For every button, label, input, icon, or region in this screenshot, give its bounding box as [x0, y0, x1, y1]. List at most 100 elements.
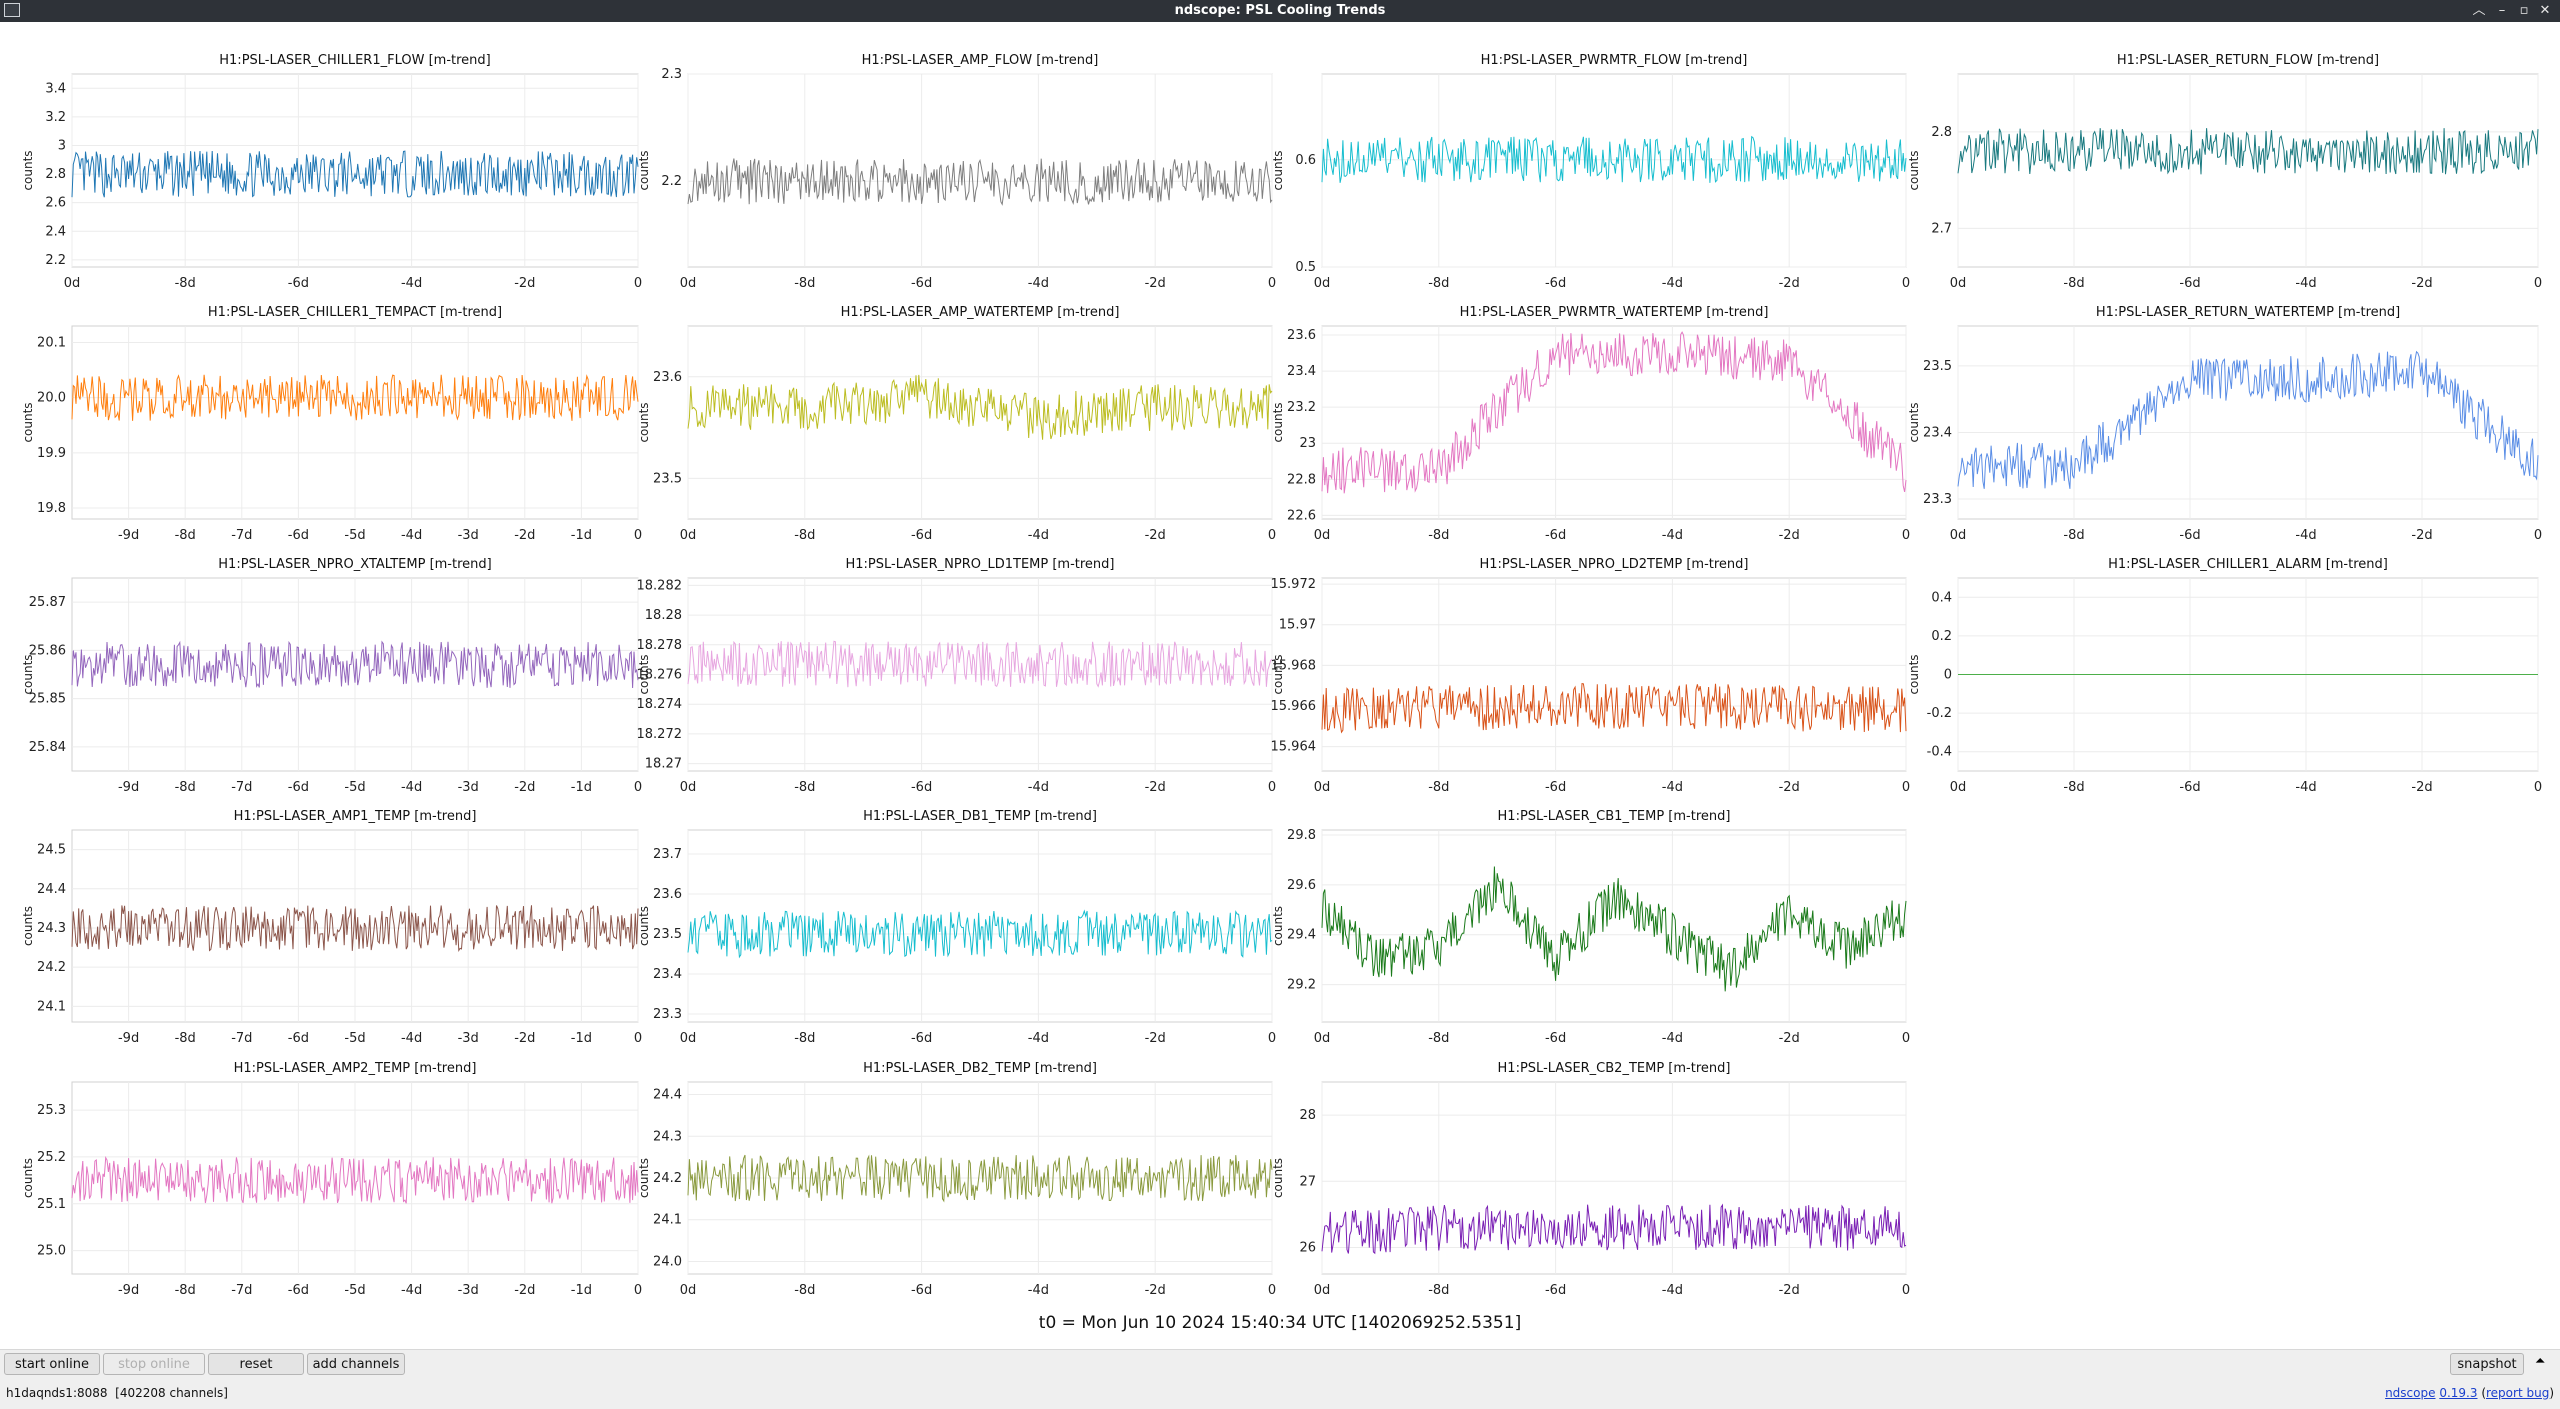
- x-tick-label: 0: [1902, 276, 1910, 291]
- x-tick-label: 0d: [1950, 276, 1967, 291]
- x-tick-label: 0: [1268, 276, 1276, 291]
- start-online-button[interactable]: start online: [4, 1353, 100, 1375]
- plot-panel[interactable]: H1:PSL-LASER_DB1_TEMP [m-trend] 23.7 23.6 2…: [637, 809, 1276, 1046]
- plot-panel[interactable]: H1:PSL-LASER_RETURN_FLOW [m-trend] 2.8 2.7…: [1907, 53, 2542, 291]
- plot-panel[interactable]: H1:PSL-LASER_AMP2_TEMP [m-trend] 25.3 25.2…: [21, 1061, 642, 1298]
- x-tick-label: 0d: [680, 528, 697, 543]
- plot-title: H1:PSL-LASER_RETURN_FLOW [m-trend]: [2117, 53, 2379, 68]
- plot-area[interactable]: [1321, 1081, 1907, 1275]
- y-axis-label: counts: [1907, 402, 1921, 442]
- plot-panel[interactable]: H1:PSL-LASER_CB1_TEMP [m-trend] 29.8 29.6 2…: [1271, 809, 1910, 1046]
- x-tick-label: -4d: [1028, 1283, 1049, 1298]
- x-tick-label: -4d: [1662, 276, 1683, 291]
- x-tick-label: -5d: [344, 1031, 365, 1046]
- x-tick-label: -2d: [1779, 528, 1800, 543]
- y-tick-label: 0.2: [1931, 629, 1952, 644]
- x-tick-label: -1d: [571, 780, 592, 795]
- x-tick-label: -6d: [1545, 780, 1566, 795]
- x-tick-label: -2d: [1779, 276, 1800, 291]
- plot-panel[interactable]: H1:PSL-LASER_PWRMTR_FLOW [m-trend] 0.6 0.5…: [1271, 53, 1910, 291]
- x-tick-label: -9d: [118, 1031, 139, 1046]
- y-axis-label: counts: [637, 654, 651, 694]
- x-tick-label: -6d: [1545, 1283, 1566, 1298]
- x-tick-label: 0d: [1314, 528, 1331, 543]
- x-tick-label: 0: [1902, 528, 1910, 543]
- series-line: [1321, 683, 1907, 734]
- x-tick-label: -6d: [1545, 276, 1566, 291]
- series-line: [687, 158, 1273, 206]
- y-tick-label: 2.7: [1931, 221, 1952, 236]
- x-tick-label: -6d: [2179, 528, 2200, 543]
- x-tick-label: -6d: [911, 1031, 932, 1046]
- x-tick-label: -2d: [1779, 1031, 1800, 1046]
- maximize-icon[interactable]: ▫: [2519, 3, 2529, 18]
- collapse-arrow-icon[interactable]: ⏶: [2535, 1354, 2546, 1369]
- server-address: h1daqnds1:8088: [6, 1386, 108, 1400]
- plot-panel[interactable]: H1:PSL-LASER_CHILLER1_FLOW [m-trend] 3.4 3…: [21, 53, 642, 291]
- keep-above-icon[interactable]: ︿: [2472, 3, 2486, 18]
- plot-area[interactable]: [1321, 829, 1907, 1023]
- x-tick-label: -2d: [514, 1283, 535, 1298]
- x-tick-label: 0d: [1314, 780, 1331, 795]
- x-tick-label: 0d: [1314, 1031, 1331, 1046]
- plot-panel[interactable]: H1:PSL-LASER_CHILLER1_TEMPACT [m-trend] 2…: [21, 305, 642, 543]
- reset-button[interactable]: reset: [208, 1353, 304, 1375]
- y-axis-label: counts: [637, 906, 651, 946]
- stop-online-button[interactable]: stop online: [103, 1353, 205, 1375]
- plot-title: H1:PSL-LASER_CB2_TEMP [m-trend]: [1498, 1061, 1731, 1076]
- plot-panel[interactable]: H1:PSL-LASER_CB2_TEMP [m-trend] 28 27 26 0d -…: [1271, 1061, 1910, 1298]
- app-name-link[interactable]: ndscope: [2385, 1386, 2436, 1400]
- plot-area[interactable]: [687, 829, 1273, 1023]
- x-tick-label: 0: [1268, 528, 1276, 543]
- minimize-icon[interactable]: –: [2498, 3, 2506, 18]
- plot-area[interactable]: [687, 73, 1273, 268]
- plot-area[interactable]: [687, 325, 1273, 520]
- plot-panel[interactable]: H1:PSL-LASER_PWRMTR_WATERTEMP [m-trend] 2…: [1271, 305, 1910, 543]
- plot-panel[interactable]: H1:PSL-LASER_AMP_WATERTEMP [m-trend] 23.6…: [637, 305, 1276, 543]
- close-icon[interactable]: ✕: [2539, 3, 2551, 18]
- plot-grid[interactable]: H1:PSL-LASER_CHILLER1_FLOW [m-trend] 3.4 3…: [0, 22, 2560, 1312]
- y-tick-label: 25.87: [29, 595, 66, 610]
- x-tick-label: -2d: [1779, 780, 1800, 795]
- plot-area[interactable]: [1957, 73, 2539, 268]
- plot-area[interactable]: [1321, 577, 1907, 772]
- y-tick-label: 25.85: [29, 692, 66, 707]
- plot-panel[interactable]: H1:PSL-LASER_DB2_TEMP [m-trend] 24.4 24.3 2…: [637, 1061, 1276, 1298]
- plot-panel[interactable]: H1:PSL-LASER_NPRO_LD2TEMP [m-trend] 15.97…: [1271, 557, 1911, 795]
- x-tick-label: -6d: [288, 780, 309, 795]
- y-tick-label: 0.6: [1295, 153, 1316, 168]
- plot-area[interactable]: [1321, 325, 1907, 520]
- y-axis-label: counts: [1271, 654, 1285, 694]
- x-tick-label: -6d: [911, 528, 932, 543]
- y-tick-label: 15.964: [1271, 740, 1317, 755]
- plot-panel[interactable]: H1:PSL-LASER_AMP_FLOW [m-trend] 2.3 2.2 0d -…: [637, 53, 1276, 291]
- plot-area[interactable]: [1957, 325, 2539, 520]
- add-channels-button[interactable]: add channels: [307, 1353, 405, 1375]
- series-line: [71, 1156, 639, 1204]
- x-tick-label: -4d: [401, 1031, 422, 1046]
- x-tick-label: -4d: [2295, 780, 2316, 795]
- y-tick-label: 24.1: [653, 1213, 682, 1228]
- y-tick-label: 19.9: [37, 446, 66, 461]
- series-line: [1321, 1203, 1907, 1255]
- plot-panel[interactable]: H1:PSL-LASER_NPRO_LD1TEMP [m-trend] 18.28…: [637, 557, 1277, 795]
- plot-area[interactable]: [71, 73, 639, 268]
- plot-panel[interactable]: H1:PSL-LASER_NPRO_XTALTEMP [m-trend] 25.8…: [21, 557, 642, 795]
- x-tick-label: -2d: [2411, 528, 2432, 543]
- y-tick-label: 18.272: [637, 727, 683, 742]
- plot-title: H1:PSL-LASER_RETURN_WATERTEMP [m-trend]: [2096, 305, 2400, 320]
- plot-panel[interactable]: H1:PSL-LASER_AMP1_TEMP [m-trend] 24.5 24.4…: [21, 809, 642, 1046]
- version-link[interactable]: 0.19.3: [2439, 1386, 2478, 1400]
- x-tick-label: 0: [2534, 276, 2542, 291]
- x-tick-label: -4d: [401, 780, 422, 795]
- plot-panel[interactable]: H1:PSL-LASER_CHILLER1_ALARM [m-trend] 0.4…: [1907, 557, 2542, 795]
- x-tick-label: -8d: [175, 1283, 196, 1298]
- snapshot-button[interactable]: snapshot: [2450, 1353, 2524, 1375]
- series-line: [1957, 350, 2539, 489]
- report-bug-link[interactable]: report bug: [2486, 1386, 2550, 1400]
- plot-panel[interactable]: H1:PSL-LASER_RETURN_WATERTEMP [m-trend] 2…: [1907, 305, 2542, 543]
- version-info: ndscope 0.19.3 (report bug): [2385, 1386, 2554, 1400]
- x-tick-label: 0d: [680, 1031, 697, 1046]
- x-tick-label: -8d: [2063, 780, 2084, 795]
- x-tick-label: 0: [1268, 1283, 1276, 1298]
